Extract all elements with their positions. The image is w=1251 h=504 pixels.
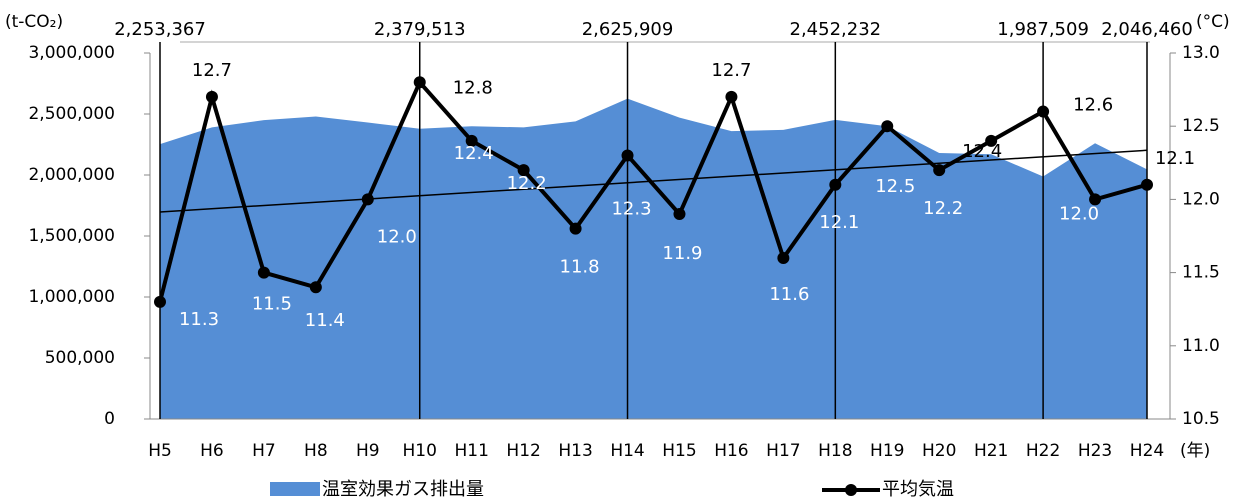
temperature-label: 12.4	[454, 143, 494, 164]
temperature-label: 12.4	[962, 141, 1002, 162]
temperature-point	[465, 134, 478, 147]
legend-marker	[845, 484, 857, 496]
temperature-point	[1037, 105, 1050, 118]
y2-axis-label: (°C)	[1196, 12, 1230, 32]
area-value-label: 2,379,513	[374, 19, 466, 40]
x-axis-label: (年)	[1180, 441, 1210, 461]
temperature-label: 12.2	[507, 173, 547, 194]
x-tick-label: H22	[1026, 441, 1060, 461]
y2-tick-label: 10.5	[1182, 409, 1220, 429]
temperature-label: 12.7	[192, 60, 232, 81]
area-value-label: 2,452,232	[790, 19, 882, 40]
temperature-line	[158, 78, 1148, 303]
x-tick-label: H24	[1130, 441, 1164, 461]
area	[160, 98, 1147, 419]
legend-swatch	[270, 482, 320, 496]
y-tick-label: 3,000,000	[28, 43, 115, 63]
x-tick-label: H20	[922, 441, 956, 461]
y2-tick-label: 12.5	[1182, 116, 1220, 136]
x-tick-label: H14	[610, 441, 644, 461]
temperature-point	[517, 164, 530, 177]
y-tick-label: 1,500,000	[28, 226, 115, 246]
temperature-point	[413, 76, 426, 89]
x-tick-label: H15	[662, 441, 696, 461]
y2-tick-label: 12.0	[1182, 189, 1220, 209]
y2-tick-label: 11.5	[1182, 263, 1220, 283]
y-tick-label: 2,000,000	[28, 165, 115, 185]
x-tick-label: H7	[252, 441, 276, 461]
x-tick-label: H13	[558, 441, 592, 461]
x-tick-label: H9	[356, 441, 380, 461]
temperature-label: 11.3	[179, 309, 219, 330]
temperature-point	[361, 193, 374, 206]
temperature-label: 12.1	[1155, 148, 1195, 169]
temperature-point	[1141, 178, 1153, 191]
temperature-label: 12.0	[377, 226, 417, 247]
x-tick-label: H12	[506, 441, 540, 461]
temperature-label: 12.8	[453, 77, 493, 98]
temperature-label: 11.9	[662, 243, 702, 264]
temperature-label: 11.4	[305, 310, 345, 331]
x-tick-label: H18	[818, 441, 852, 461]
temperature-point	[881, 120, 894, 133]
x-tick-label: H6	[200, 441, 224, 461]
temperature-point	[569, 222, 582, 235]
legend-label: 温室効果ガス排出量	[322, 479, 484, 500]
temperature-label: 11.5	[252, 294, 292, 315]
temperature-point	[725, 90, 738, 103]
area-value-label: 1,987,509	[997, 19, 1089, 40]
temperature-label: 12.3	[611, 198, 651, 219]
temperature-point	[829, 178, 842, 191]
temperature-label: 12.1	[819, 212, 859, 233]
temperature-point	[205, 90, 218, 103]
y-axis-label: (t-CO₂)	[5, 12, 63, 32]
temperature-point	[777, 251, 790, 264]
y-tick-label: 500,000	[45, 348, 115, 368]
legend-label: 平均気温	[882, 479, 954, 500]
temperature-point	[985, 134, 998, 147]
temperature-point	[621, 149, 634, 162]
temperature-label: 12.5	[875, 176, 915, 197]
area-value-label: 2,625,909	[582, 19, 674, 40]
trendline	[159, 149, 1148, 213]
temperature-point	[154, 295, 166, 308]
temperature-label: 11.8	[560, 257, 600, 278]
y2-tick-label: 11.0	[1182, 336, 1220, 356]
x-tick-label: H23	[1078, 441, 1112, 461]
temperature-label: 12.0	[1059, 203, 1099, 224]
y-tick-label: 2,500,000	[28, 104, 115, 124]
temperature-point	[933, 164, 946, 177]
temperature-label: 12.2	[923, 198, 963, 219]
area-value-label: 2,046,460	[1101, 19, 1193, 40]
temperature-label: 11.6	[769, 284, 809, 305]
x-tick-label: H5	[148, 441, 172, 461]
y-tick-label: 0	[104, 409, 115, 429]
x-tick-label: H21	[974, 441, 1008, 461]
temperature-point	[673, 208, 686, 221]
temperature-point	[1089, 193, 1102, 206]
temperature-label: 12.6	[1073, 95, 1113, 116]
x-tick-label: H16	[714, 441, 748, 461]
x-tick-label: H19	[870, 441, 904, 461]
temperature-point	[257, 266, 270, 279]
x-tick-label: H11	[454, 441, 488, 461]
x-tick-label: H8	[304, 441, 328, 461]
y-tick-label: 1,000,000	[28, 287, 115, 307]
x-tick-label: H17	[766, 441, 800, 461]
x-tick-label: H10	[403, 441, 437, 461]
area-value-label: 2,253,367	[114, 19, 206, 40]
temperature-label: 12.7	[711, 60, 751, 81]
temperature-point	[309, 281, 322, 294]
y2-tick-label: 13.0	[1182, 43, 1220, 63]
